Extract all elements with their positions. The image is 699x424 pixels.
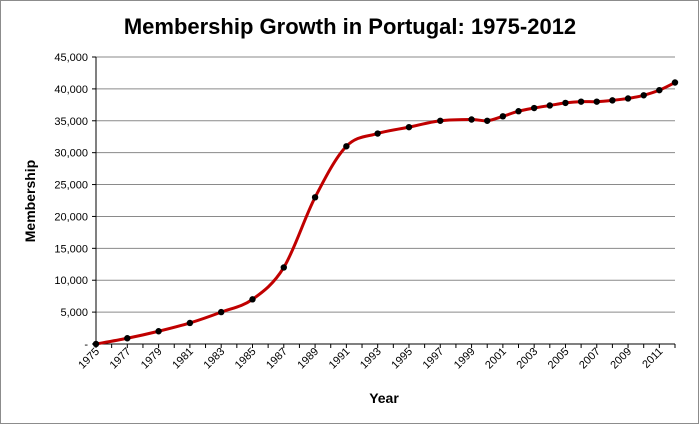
series-line-0 [94,81,677,346]
x-tick-label-4: 1983 [202,346,228,372]
y-axis-title: Membership [22,160,38,242]
data-point-2001 [499,113,507,120]
data-point-1991 [343,143,350,150]
y-tick-label-4: 20,000 [54,211,88,223]
y-tick-label-7: 35,000 [54,116,88,128]
x-tick-label-6: 1987 [264,346,290,372]
data-point-2008 [609,97,616,104]
data-point-1997 [437,117,444,124]
y-tick-label-2: 10,000 [54,275,88,287]
x-tick-label-18: 2011 [640,346,665,371]
series-membership [92,79,679,348]
x-tick-label-16: 2007 [577,346,603,372]
y-tick-label-3: 15,000 [54,243,88,255]
x-tick-label-14: 2003 [514,346,540,372]
data-point-1977 [124,335,131,342]
y-tick-label-6: 30,000 [54,148,88,160]
data-point-2009 [624,95,632,102]
y-tick-label-8: 40,000 [54,84,88,96]
data-point-1999 [468,116,475,123]
x-tick-label-13: 2001 [483,346,509,372]
y-tick-label-1: 5,000 [60,307,88,319]
data-point-1989 [311,194,319,201]
x-axis-title: Year [369,390,399,406]
data-point-1979 [155,328,162,335]
x-tick-label-0: 1975 [76,346,102,372]
data-point-2012 [671,79,679,86]
x-tick-label-17: 2009 [608,346,634,372]
data-point-2002 [515,108,522,115]
gridlines [96,56,675,313]
x-tick-label-15: 2005 [546,346,572,372]
data-point-1981 [186,319,194,327]
data-point-2010 [640,92,647,99]
x-tick-label-12: 1999 [452,346,478,372]
x-axis-ticks: 1975 1977 1979 1981 1983 1985 1987 1989 1991 1993… [76,344,676,372]
x-tick-label-2: 1979 [139,346,165,372]
data-point-2005 [562,99,569,107]
data-point-1975 [92,340,100,348]
data-point-1995 [405,123,413,131]
data-point-2000 [484,117,491,124]
data-point-1985 [249,296,256,303]
y-tick-label-5: 25,000 [54,180,88,192]
data-point-2006 [577,98,585,105]
x-tick-label-7: 1989 [295,346,321,372]
data-point-1983 [217,308,225,316]
data-point-1987 [280,264,287,271]
chart-title: Membership Growth in Portugal: 1975-2012 [124,14,576,39]
x-tick-label-9: 1993 [358,346,384,372]
x-tick-label-11: 1997 [421,346,447,372]
data-point-2003 [530,104,538,112]
y-axis-ticks: - 5,000 10,000 15,000 20,000 25,000 30,000 35,0… [54,52,96,351]
axes [95,57,675,345]
data-point-2004 [546,102,554,109]
y-tick-label-9: 45,000 [54,52,88,64]
data-point-1993 [374,130,381,137]
y-tick-label-0: - [84,339,88,351]
x-tick-label-10: 1995 [389,346,415,372]
x-tick-label-8: 1991 [327,346,353,372]
x-tick-label-5: 1985 [233,346,259,372]
data-point-2007 [593,98,600,105]
data-point-2011 [656,86,663,94]
x-tick-label-3: 1981 [170,346,196,372]
x-tick-label-1: 1977 [108,346,134,372]
